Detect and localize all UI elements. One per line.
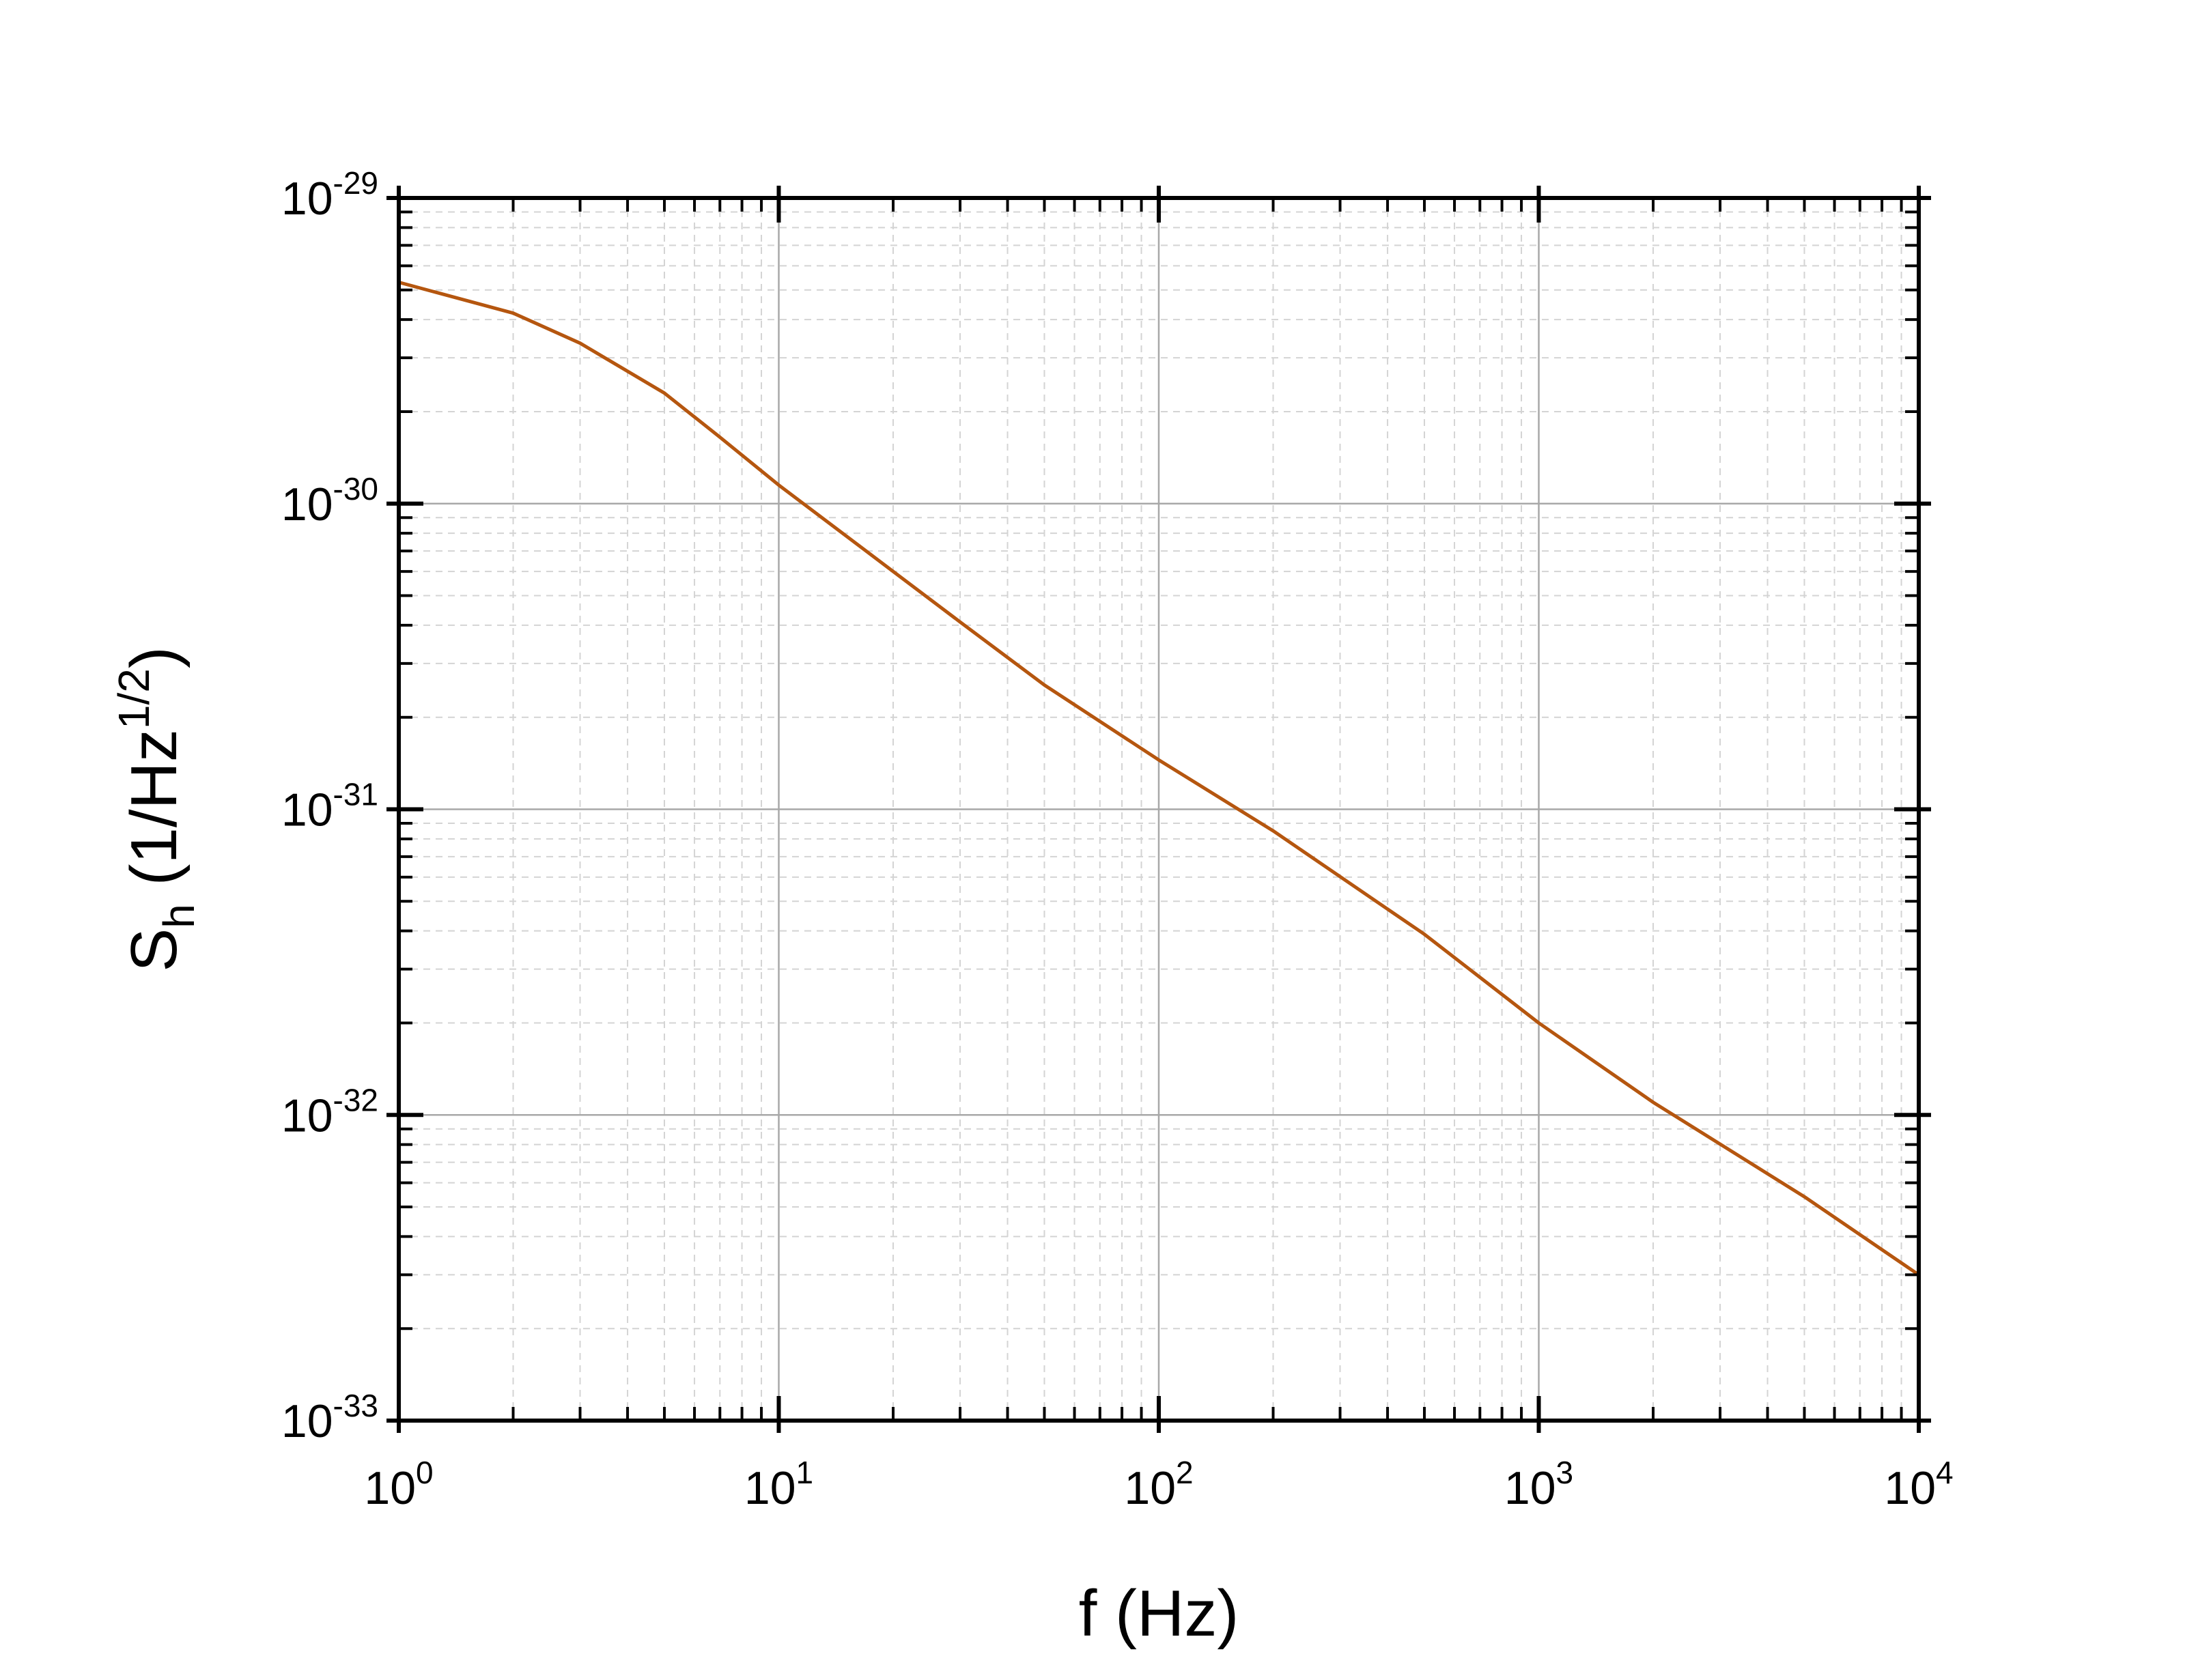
axis-ticks xyxy=(386,186,1931,1433)
x-tick-labels: 100 101 102 103 104 xyxy=(364,1455,1953,1514)
minor-gridlines xyxy=(399,198,1919,1421)
y-tick-label: 10-33 xyxy=(281,1388,378,1447)
x-tick-label: 103 xyxy=(1504,1455,1573,1514)
y-axis-unit-superscript: 1/2 xyxy=(109,668,158,729)
y-tick-label: 10-32 xyxy=(281,1082,378,1141)
y-axis-title: Sh (1/Hz1/2) xyxy=(109,646,203,972)
y-axis-unit-close: ) xyxy=(117,646,191,668)
y-axis-symbol: S xyxy=(117,928,191,972)
y-tick-labels: 10-33 10-32 10-31 10-30 10-29 xyxy=(281,165,378,1447)
y-tick-label: 10-31 xyxy=(281,777,378,836)
y-tick-label: 10-29 xyxy=(281,165,378,225)
y-axis-subscript: h xyxy=(154,904,203,928)
x-tick-label: 104 xyxy=(1884,1455,1953,1514)
series-line xyxy=(397,281,1921,1277)
y-axis-unit-open: (1/Hz xyxy=(117,729,191,904)
y-tick-label: 10-30 xyxy=(281,471,378,530)
x-tick-label: 100 xyxy=(364,1455,433,1514)
x-axis-title: f (Hz) xyxy=(1079,1577,1239,1650)
series-layer xyxy=(397,281,1921,1277)
x-tick-label: 101 xyxy=(744,1455,813,1514)
x-tick-label: 102 xyxy=(1124,1455,1193,1514)
